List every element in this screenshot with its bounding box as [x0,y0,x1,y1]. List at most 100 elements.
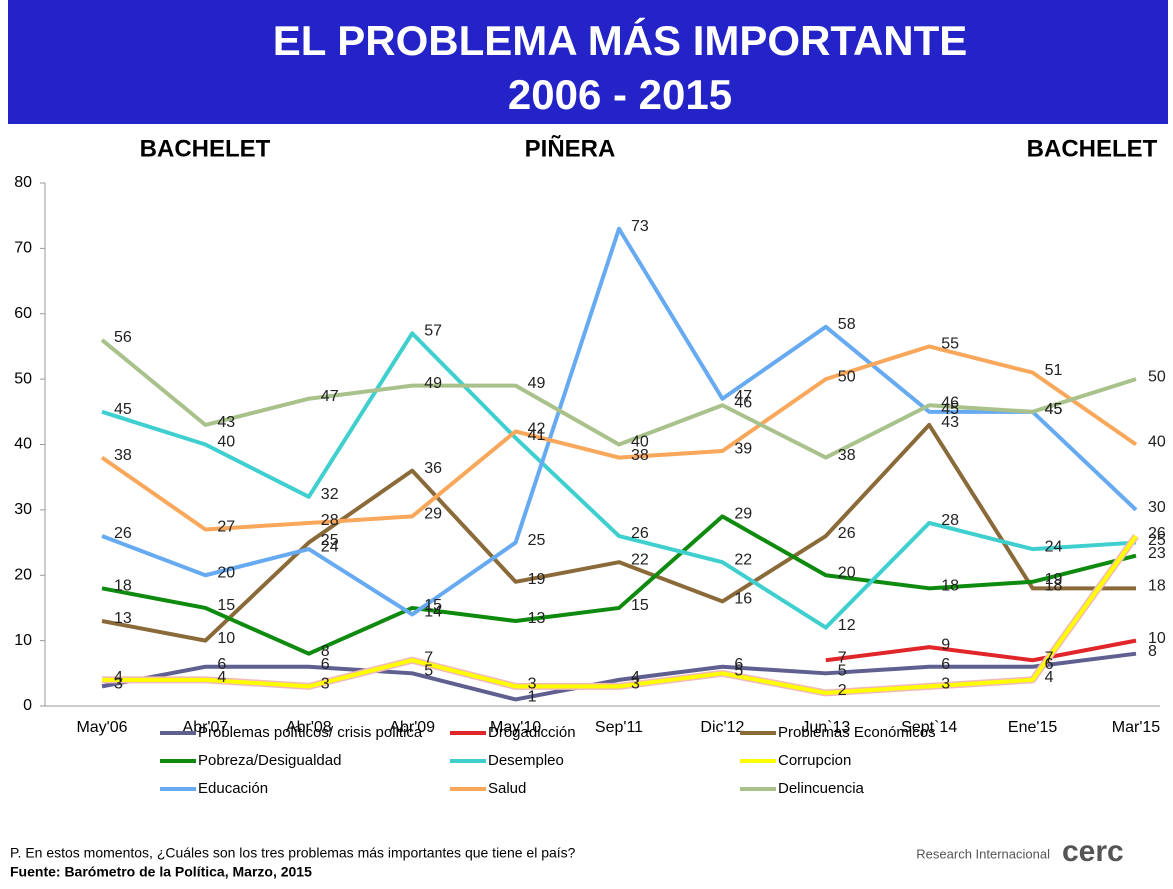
value-label: 4 [631,669,640,686]
chart-subtitle: 2006 - 2015 [508,71,732,118]
value-label: 3 [321,676,330,693]
value-label: 15 [631,597,649,614]
value-label: 5 [424,663,433,680]
y-tick-label: 0 [23,697,32,714]
value-label: 26 [1148,525,1166,542]
value-label: 25 [1148,532,1166,549]
source: Fuente: Barómetro de la Política, Marzo,… [10,864,312,880]
series-line [101,422,1136,643]
value-label: 46 [941,394,959,411]
value-label: 6 [734,656,743,673]
value-label: 5 [838,663,847,680]
value-label: 4 [217,669,226,686]
series-line [102,534,1138,695]
value-label: 28 [941,512,959,529]
value-label: 20 [838,564,856,581]
value-label: 25 [528,532,546,549]
logo: cerc [1062,835,1124,868]
value-label: 25 [321,532,339,549]
value-label: 2 [838,682,847,699]
x-tick-label: Sep'11 [595,719,643,736]
value-label: 26 [838,525,856,542]
value-label: 19 [528,571,546,588]
value-label: 50 [838,368,856,385]
value-label: 30 [1148,499,1166,516]
value-label: 5 [734,663,743,680]
series-line [101,514,1137,656]
legend-label: Educación [198,780,268,797]
value-label: 18 [941,578,959,595]
value-label: 16 [734,591,752,608]
value-label: 41 [528,427,546,444]
value-label: 6 [941,656,950,673]
y-tick-label: 30 [14,501,32,518]
series-line [100,344,1138,532]
value-label: 6 [217,656,226,673]
value-label: 7 [1045,649,1054,666]
value-label: 73 [631,218,649,235]
legend-label: Problemas políticos/ crisis politica [198,724,423,741]
value-label: 43 [217,414,235,431]
value-label: 3 [941,676,950,693]
legend-label: Delincuencia [778,780,865,797]
value-label: 56 [114,329,132,346]
value-label: 51 [1045,362,1063,379]
value-label: 38 [631,447,649,464]
y-tick-label: 70 [14,240,32,257]
value-label: 7 [838,649,847,666]
value-label: 32 [321,486,339,503]
value-label: 46 [734,394,752,411]
legend-label: Salud [488,780,526,797]
value-label: 39 [734,440,752,457]
legend-label: Drogadicción [488,724,576,741]
value-label: 12 [838,617,856,634]
value-label: 10 [1148,630,1166,647]
value-label: 13 [528,610,546,627]
value-label: 8 [1148,643,1157,660]
chart-title: EL PROBLEMA MÁS IMPORTANTE [273,17,968,64]
x-tick-label: May'06 [76,719,127,736]
value-label: 4 [114,669,123,686]
value-label: 22 [631,551,649,568]
value-label: 38 [114,447,132,464]
value-label: 28 [321,512,339,529]
legend-label: Desempleo [488,752,564,769]
x-tick-label: Ene'15 [1008,719,1057,736]
value-label: 6 [1045,656,1054,673]
x-tick-label: Mar'15 [1112,719,1161,736]
value-label: 23 [1148,545,1166,562]
x-tick-label: Jun`13 [801,719,850,736]
value-label: 18 [114,578,132,595]
value-label: 36 [424,460,442,477]
value-label: 29 [424,506,442,523]
period-label: PIÑERA [525,134,616,162]
x-tick-label: Sept`14 [901,719,957,736]
series-line [825,638,1137,663]
x-tick-label: Abr'09 [389,719,435,736]
value-label: 18 [1045,578,1063,595]
value-label: 24 [321,538,339,555]
y-tick-label: 10 [14,632,32,649]
value-label: 47 [734,388,752,405]
value-label: 58 [838,316,856,333]
value-label: 14 [424,604,442,621]
x-tick-label: May'10 [490,719,541,736]
value-label: 50 [1148,368,1166,385]
value-label: 27 [217,519,235,536]
value-label: 55 [941,336,959,353]
legend-label: Pobreza/Desigualdad [198,752,341,769]
value-label: 45 [941,401,959,418]
value-label: 45 [1045,401,1063,418]
value-label: 19 [1045,571,1063,588]
value-label: 18 [1148,578,1166,595]
value-label: 57 [424,323,442,340]
series-line [101,651,1137,702]
y-tick-label: 20 [14,566,32,583]
period-label: BACHELET [1027,135,1158,162]
series-line [101,226,1138,617]
value-label: 45 [114,401,132,418]
value-label: 15 [217,597,235,614]
value-label: 29 [734,506,752,523]
